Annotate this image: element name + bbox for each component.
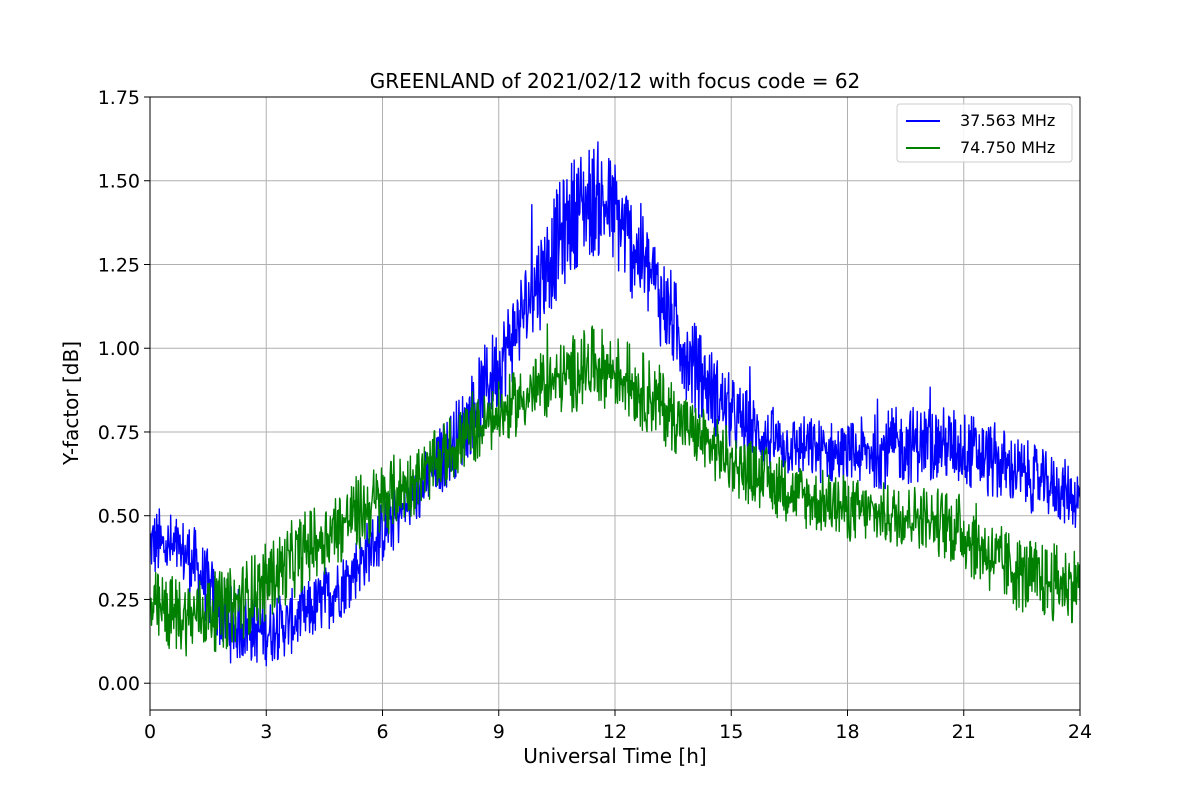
x-tick-label: 3 [260, 721, 272, 743]
x-tick-label: 18 [835, 721, 859, 743]
x-tick-label: 21 [952, 721, 976, 743]
series-line-1 [150, 141, 1080, 667]
y-tick-label: 1.75 [98, 87, 140, 109]
series-line-2 [150, 323, 1080, 657]
y-tick-label: 1.25 [98, 254, 140, 276]
chart-title: GREENLAND of 2021/02/12 with focus code … [370, 69, 861, 93]
x-tick-label: 9 [493, 721, 505, 743]
y-tick-label: 0.00 [98, 673, 140, 695]
x-tick-label: 12 [603, 721, 627, 743]
x-tick-label: 0 [144, 721, 156, 743]
legend-label-2: 74.750 MHz [960, 138, 1055, 157]
y-tick-label: 0.25 [98, 589, 140, 611]
x-tick-label: 6 [376, 721, 388, 743]
y-tick-label: 0.50 [98, 506, 140, 528]
y-axis-label: Y-factor [dB] [59, 341, 83, 466]
y-tick-label: 1.50 [98, 171, 140, 193]
legend: 37.563 MHz 74.750 MHz [896, 103, 1073, 163]
series-layer [150, 141, 1080, 667]
x-axis: 0 3 6 9 12 15 18 21 24 [144, 710, 1092, 743]
legend-label-1: 37.563 MHz [960, 111, 1055, 130]
y-tick-label: 0.75 [98, 422, 140, 444]
y-axis: 0.00 0.25 0.50 0.75 1.00 1.25 1.50 1.75 [98, 87, 150, 695]
legend-box [896, 103, 1073, 163]
x-axis-label: Universal Time [h] [523, 744, 706, 768]
x-tick-label: 24 [1068, 721, 1092, 743]
y-tick-label: 1.00 [98, 338, 140, 360]
x-tick-label: 15 [719, 721, 743, 743]
